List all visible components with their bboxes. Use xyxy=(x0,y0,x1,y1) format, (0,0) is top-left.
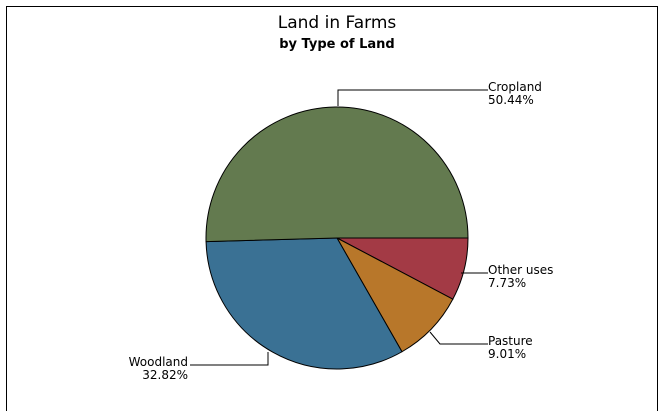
slice-label-other-uses: Other uses xyxy=(488,263,553,277)
chart-subtitle: by Type of Land xyxy=(279,37,394,52)
pie-slices xyxy=(205,106,469,370)
slice-label-pasture: Pasture xyxy=(488,334,533,348)
slice-label-woodland: Woodland xyxy=(129,355,188,369)
slice-value-other-uses: 7.73% xyxy=(488,276,526,290)
slice-value-pasture: 9.01% xyxy=(488,347,526,361)
chart-title: Land in Farms xyxy=(278,13,397,33)
leader-line-woodland xyxy=(190,352,269,366)
slice-value-cropland: 50.44% xyxy=(488,93,534,107)
leader-line-pasture xyxy=(429,331,488,345)
slice-label-cropland: Cropland xyxy=(488,80,542,94)
leader-line-cropland xyxy=(337,89,488,106)
pie-slice-cropland xyxy=(205,106,469,243)
slice-value-woodland: 32.82% xyxy=(142,368,188,382)
chart-frame xyxy=(6,6,658,411)
pie-slice-woodland xyxy=(205,237,403,370)
